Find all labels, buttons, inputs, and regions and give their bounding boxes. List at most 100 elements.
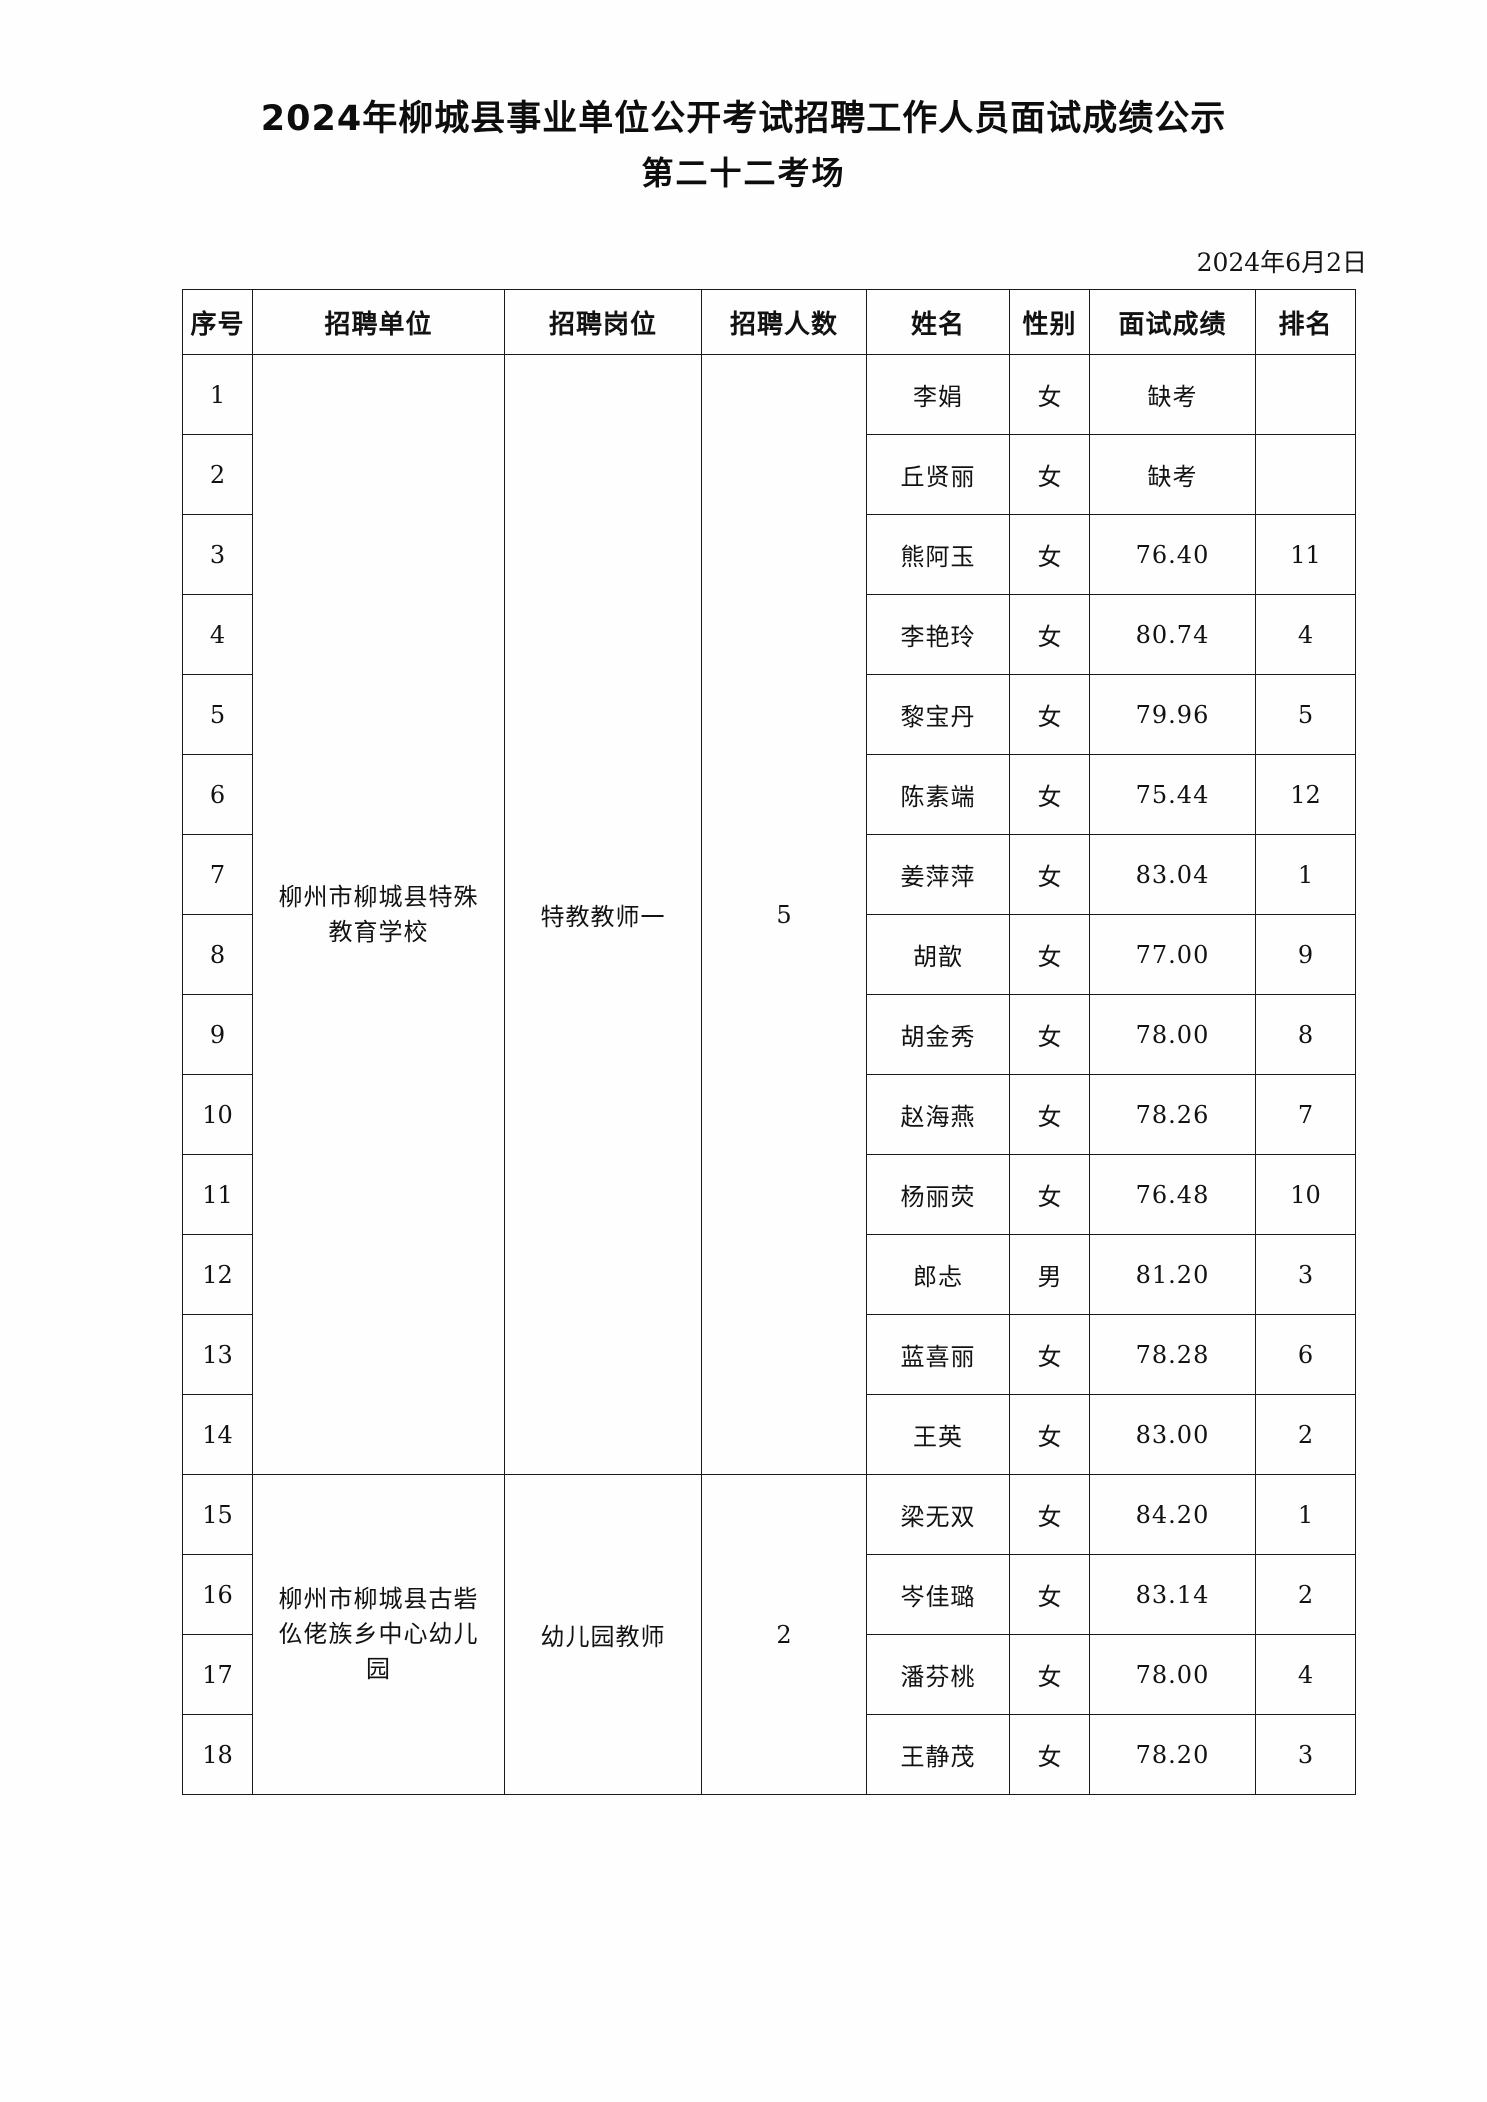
cell-rank: 12: [1255, 754, 1356, 835]
table-row: 2 丘贤丽女缺考: [182, 434, 1356, 515]
cell-index: 9: [182, 994, 253, 1075]
cell-rank: 7: [1255, 1074, 1356, 1155]
column-header-gender: 性别: [1009, 289, 1090, 355]
cell-score: 76.48: [1089, 1154, 1256, 1235]
cell-score: 83.00: [1089, 1394, 1256, 1475]
cell-gender: 女: [1009, 1714, 1090, 1795]
cell-name: 陈素端: [866, 754, 1010, 835]
cell-score: 79.96: [1089, 674, 1256, 755]
cell-gender: 女: [1009, 354, 1090, 435]
column-header-count: 招聘人数: [701, 289, 867, 355]
cell-score: 83.04: [1089, 834, 1256, 915]
cell-unit: 柳州市柳城县古砦仫佬族乡中心幼儿园: [252, 1474, 505, 1795]
table-row: 18 王静茂女 78.20 3: [182, 1714, 1356, 1795]
table-row: 12 郎忐男 81.20 3: [182, 1234, 1356, 1315]
table-row: 11 杨丽荧女 76.48 10: [182, 1154, 1356, 1235]
cell-index: 15: [182, 1474, 253, 1555]
cell-gender: 女: [1009, 594, 1090, 675]
cell-name: 丘贤丽: [866, 434, 1010, 515]
cell-score: 77.00: [1089, 914, 1256, 995]
cell-score: 78.28: [1089, 1314, 1256, 1395]
cell-rank: 2: [1255, 1394, 1356, 1475]
table-row: 10 赵海燕女 78.26 7: [182, 1074, 1356, 1155]
cell-score: 78.00: [1089, 1634, 1256, 1715]
publish-date: 2024年6月2日: [1196, 248, 1367, 277]
cell-gender: 女: [1009, 1074, 1090, 1155]
cell-rank: 3: [1255, 1714, 1356, 1795]
table-row: 8 胡歆女 77.00 9: [182, 914, 1356, 995]
cell-name: 潘芬桃: [866, 1634, 1010, 1715]
table-body: 1 柳州市柳城县特殊教育学校 特教教师一 5 李娟女缺考 2 丘贤丽女缺考 3 熊阿玉女 76.4…: [182, 354, 1356, 1795]
table-row: 3 熊阿玉女 76.40 11: [182, 514, 1356, 595]
cell-name: 王静茂: [866, 1714, 1010, 1795]
cell-index: 16: [182, 1554, 253, 1635]
cell-index: 12: [182, 1234, 253, 1315]
cell-rank: 4: [1255, 594, 1356, 675]
cell-gender: 女: [1009, 914, 1090, 995]
cell-score: 78.26: [1089, 1074, 1256, 1155]
cell-index: 6: [182, 754, 253, 835]
cell-gender: 男: [1009, 1234, 1090, 1315]
cell-index: 7: [182, 834, 253, 915]
cell-name: 王英: [866, 1394, 1010, 1475]
cell-rank: 6: [1255, 1314, 1356, 1395]
cell-gender: 女: [1009, 674, 1090, 755]
table-row: 15 柳州市柳城县古砦仫佬族乡中心幼儿园 幼儿园教师 2 梁无双女 84.20 1: [182, 1474, 1356, 1795]
cell-name: 杨丽荧: [866, 1154, 1010, 1235]
table-row: 14 王英女 83.00 2: [182, 1394, 1356, 1475]
cell-gender: 女: [1009, 1154, 1090, 1235]
cell-score: 78.00: [1089, 994, 1256, 1075]
cell-rank: 8: [1255, 994, 1356, 1075]
cell-rank: 1: [1255, 1474, 1356, 1555]
cell-name: 岑佳璐: [866, 1554, 1010, 1635]
cell-gender: 女: [1009, 1554, 1090, 1635]
column-header-unit: 招聘单位: [252, 289, 505, 355]
column-header-name: 姓名: [866, 289, 1010, 355]
table-row: 6 陈素端女 75.44 12: [182, 754, 1356, 835]
column-header-post: 招聘岗位: [504, 289, 702, 355]
table-row: 16 岑佳璐女 83.14 2: [182, 1554, 1356, 1635]
page-title: 2024年柳城县事业单位公开考试招聘工作人员面试成绩公示: [260, 99, 1227, 139]
table-header-row: 序号 招聘单位 招聘岗位 招聘人数 姓名 性别 面试成绩 排名: [182, 289, 1356, 355]
results-table-container: 序号 招聘单位 招聘岗位 招聘人数 姓名 性别 面试成绩 排名 1 柳州市柳城县特…: [182, 289, 1356, 1795]
cell-name: 梁无双: [866, 1474, 1010, 1555]
cell-index: 1: [182, 354, 253, 435]
cell-gender: 女: [1009, 1634, 1090, 1715]
cell-name: 赵海燕: [866, 1074, 1010, 1155]
cell-rank: 4: [1255, 1634, 1356, 1715]
cell-gender: 女: [1009, 754, 1090, 835]
interview-results-table: 序号 招聘单位 招聘岗位 招聘人数 姓名 性别 面试成绩 排名 1 柳州市柳城县特…: [182, 289, 1356, 1795]
cell-index: 5: [182, 674, 253, 755]
table-row: 17 潘芬桃女 78.00 4: [182, 1634, 1356, 1715]
cell-rank: 3: [1255, 1234, 1356, 1315]
cell-index: 10: [182, 1074, 253, 1155]
cell-score: 80.74: [1089, 594, 1256, 675]
column-header-rank: 排名: [1255, 289, 1356, 355]
cell-index: 18: [182, 1714, 253, 1795]
column-header-index: 序号: [182, 289, 253, 355]
cell-name: 姜萍萍: [866, 834, 1010, 915]
cell-name: 胡歆: [866, 914, 1010, 995]
cell-rank: 9: [1255, 914, 1356, 995]
cell-rank: 1: [1255, 834, 1356, 915]
cell-gender: 女: [1009, 514, 1090, 595]
table-row: 1 柳州市柳城县特殊教育学校 特教教师一 5 李娟女缺考: [182, 354, 1356, 1475]
cell-unit: 柳州市柳城县特殊教育学校: [252, 354, 505, 1475]
cell-name: 郎忐: [866, 1234, 1010, 1315]
column-header-score: 面试成绩: [1089, 289, 1256, 355]
cell-gender: 女: [1009, 434, 1090, 515]
cell-score: 76.40: [1089, 514, 1256, 595]
cell-name: 胡金秀: [866, 994, 1010, 1075]
cell-name: 熊阿玉: [866, 514, 1010, 595]
cell-gender: 女: [1009, 1474, 1090, 1555]
cell-rank: 11: [1255, 514, 1356, 595]
cell-index: 4: [182, 594, 253, 675]
cell-index: 11: [182, 1154, 253, 1235]
cell-name: 李娟: [866, 354, 1010, 435]
cell-gender: 女: [1009, 1394, 1090, 1475]
cell-index: 8: [182, 914, 253, 995]
cell-score: 缺考: [1089, 434, 1256, 515]
cell-score: 83.14: [1089, 1554, 1256, 1635]
table-row: 13 蓝喜丽女 78.28 6: [182, 1314, 1356, 1395]
